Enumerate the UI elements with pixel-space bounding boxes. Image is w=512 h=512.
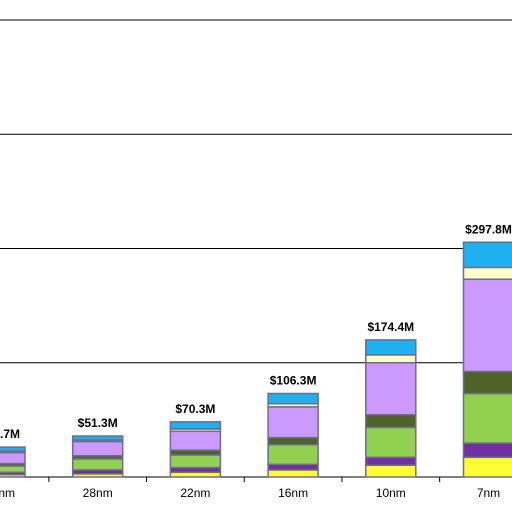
bar-segment <box>267 406 319 439</box>
bar-segment <box>462 370 512 395</box>
bar-segment <box>169 430 222 451</box>
bar-segment <box>267 392 319 405</box>
x-tick-label: 16nm <box>278 486 308 500</box>
bar-segment <box>462 278 512 373</box>
bar-segment <box>0 451 26 465</box>
bar-segment <box>365 456 417 466</box>
bar-segment <box>365 354 417 364</box>
x-tick-label: 28nm <box>83 486 113 500</box>
total-label: $106.3M <box>270 374 317 388</box>
bar-segment <box>169 421 222 430</box>
bar-segment <box>365 339 417 356</box>
bar-segment <box>365 414 417 429</box>
bar-segment <box>462 442 512 459</box>
x-tick-label: 45nm <box>0 486 15 500</box>
bar-segment <box>267 443 319 466</box>
x-tick-label: 10nm <box>376 486 406 500</box>
bar-segment <box>0 465 26 474</box>
bar-segment <box>267 436 319 446</box>
total-label: $70.3M <box>175 402 215 416</box>
bar-segment <box>365 362 417 416</box>
bar-segment <box>0 471 26 476</box>
bar-segment <box>365 464 417 478</box>
bar-segment <box>0 462 26 467</box>
bar-segment <box>169 454 222 469</box>
bar-segment <box>267 463 319 471</box>
bar-segment <box>462 392 512 444</box>
bar-segment <box>462 241 512 269</box>
bar-segment <box>71 458 124 471</box>
x-tick-label: 7nm <box>477 486 500 500</box>
bar-segment <box>0 473 26 478</box>
bar-segment <box>462 456 512 478</box>
total-label: $297.8M <box>465 222 512 236</box>
bar-segment <box>0 450 26 454</box>
bar-segment <box>462 266 512 280</box>
total-label: $51.3M <box>78 416 118 430</box>
total-label: $37.7M <box>0 427 20 441</box>
x-tick-label: 22nm <box>180 486 210 500</box>
bar-segment <box>71 440 124 457</box>
bar-segment <box>365 426 417 459</box>
total-label: $174.4M <box>367 320 414 334</box>
bar-segment <box>267 469 319 478</box>
bar-segment <box>0 446 26 452</box>
bar-segment <box>71 435 124 441</box>
